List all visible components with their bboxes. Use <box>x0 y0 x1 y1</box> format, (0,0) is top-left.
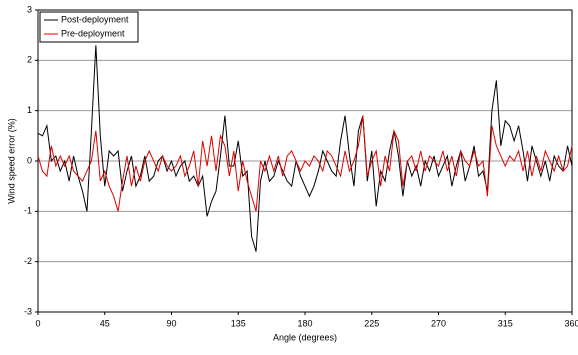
x-tick-label: 180 <box>297 318 312 328</box>
series-line <box>37 45 573 252</box>
x-tick-label: 135 <box>231 318 246 328</box>
y-tick-label: 1 <box>27 105 32 115</box>
x-axis-label: Angle (degrees) <box>273 332 337 342</box>
series-line <box>37 115 573 212</box>
x-tick-label: 270 <box>431 318 446 328</box>
y-axis-label: Wind speed error (%) <box>6 118 16 204</box>
y-tick-label: -3 <box>24 306 32 316</box>
x-tick-label: 90 <box>166 318 176 328</box>
x-tick-label: 0 <box>35 318 40 328</box>
legend-label: Pre-deployment <box>61 28 125 38</box>
x-tick-label: 360 <box>564 318 578 328</box>
x-tick-label: 45 <box>100 318 110 328</box>
y-tick-label: -1 <box>24 206 32 216</box>
legend-box <box>39 11 139 43</box>
y-tick-label: -2 <box>24 256 32 266</box>
y-tick-label: 3 <box>27 4 32 14</box>
plot-frame <box>37 9 573 313</box>
legend-label: Post-deployment <box>61 14 129 24</box>
y-tick-label: 0 <box>27 155 32 165</box>
x-tick-label: 225 <box>364 318 379 328</box>
y-tick-label: 2 <box>27 55 32 65</box>
x-tick-label: 315 <box>498 318 513 328</box>
